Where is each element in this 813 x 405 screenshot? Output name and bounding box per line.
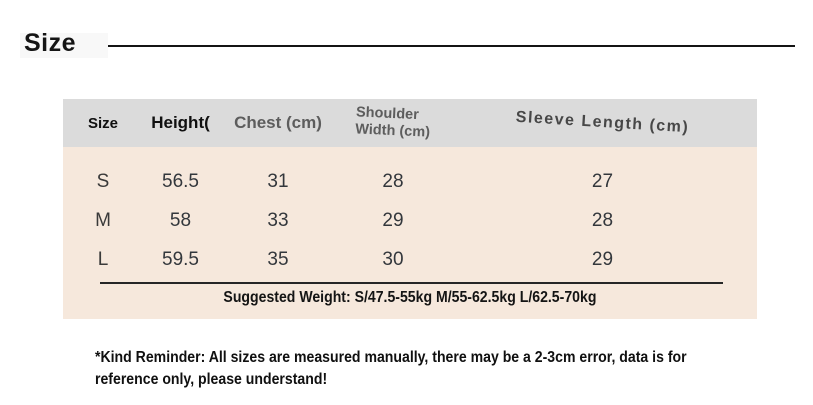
size-chart-table: Size Height( Chest (cm) Shoulder Width (… [63, 99, 757, 319]
cell-sleeve: 28 [591, 209, 614, 231]
header-cell-size: Size [87, 114, 118, 132]
cell-height: 59.5 [162, 248, 199, 270]
header-cell-shoulder-width: Shoulder Width (cm) [337, 104, 448, 142]
header-cell-chest: Chest (cm) [234, 113, 322, 132]
table-row-s: S 56.5 31 28 27 [63, 162, 757, 201]
cell-size: M [95, 209, 111, 231]
cell-shoulder: 29 [382, 209, 404, 231]
page-title: Size [24, 29, 77, 57]
table-row-l: L 59.5 35 30 29 [63, 240, 757, 279]
cell-chest: 35 [267, 248, 289, 270]
cell-shoulder: 30 [382, 248, 404, 270]
cell-sleeve: 27 [591, 170, 614, 192]
cell-size: L [97, 248, 109, 270]
cell-sleeve: 29 [591, 248, 614, 270]
suggested-weight-text: Suggested Weight: S/47.5-55kg M/55-62.5k… [223, 289, 597, 306]
table-row-m: M 58 33 29 28 [63, 201, 757, 240]
table-header-row: Size Height( Chest (cm) Shoulder Width (… [63, 99, 757, 147]
cell-chest: 33 [267, 209, 289, 231]
header-cell-height: Height( [151, 113, 210, 132]
header-shoulder-line2: Width (cm) [354, 121, 431, 141]
header-cell-sleeve-length: Sleeve Length (cm) [515, 108, 690, 137]
cell-shoulder: 28 [382, 170, 404, 192]
title-highlight [20, 33, 108, 58]
cell-chest: 31 [267, 170, 289, 192]
reminder-line1: *Kind Reminder: All sizes are measured m… [95, 349, 687, 366]
cell-size: S [96, 170, 110, 192]
suggested-weight-row: Suggested Weight: S/47.5-55kg M/55-62.5k… [63, 289, 757, 307]
kind-reminder-note: *Kind Reminder: All sizes are measured m… [95, 347, 729, 392]
weight-divider-line [100, 282, 723, 284]
table-body: S 56.5 31 28 27 M 58 33 29 28 L 59.5 35 … [63, 147, 757, 319]
cell-height: 58 [169, 209, 192, 231]
title-underline [108, 45, 795, 47]
cell-height: 56.5 [162, 170, 199, 192]
reminder-line2: reference only, please understand! [95, 371, 328, 389]
